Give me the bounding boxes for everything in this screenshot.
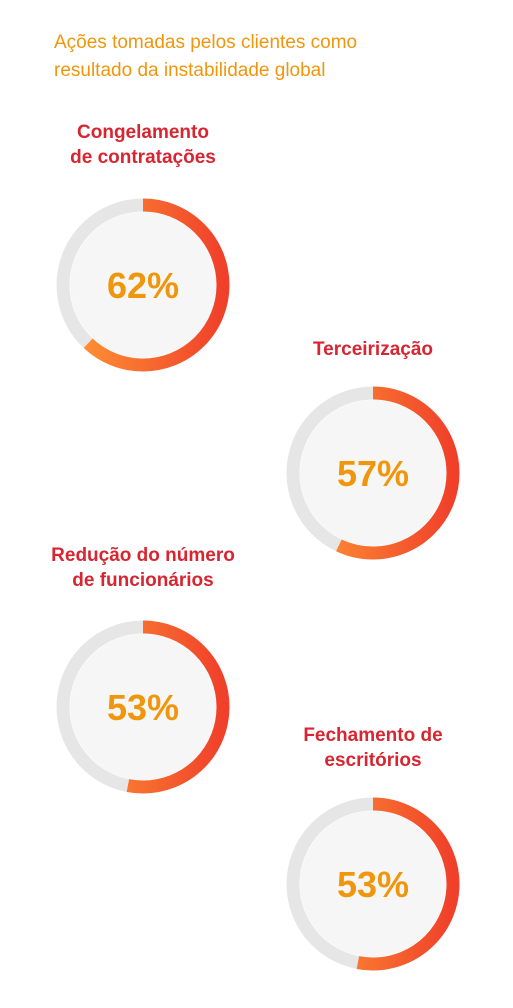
donut-inner	[300, 811, 446, 957]
donut-inner	[70, 634, 216, 780]
donut-value-label: 53%	[337, 864, 409, 905]
donut-item-office-closure: Fechamento de escritórios 53%	[263, 723, 483, 983]
donut-chart: 53%	[283, 794, 463, 974]
donut-label-line-1: Congelamento	[77, 122, 209, 143]
donut-value-arc	[56, 620, 230, 794]
chart-title: Ações tomadas pelos clientes como result…	[54, 29, 474, 85]
donut-label-line-2: de contratações	[70, 147, 216, 168]
donut-inner	[70, 212, 216, 358]
donut-svg: 53%	[56, 620, 230, 794]
donut-label: Fechamento de escritórios	[263, 723, 483, 773]
donut-svg: 53%	[286, 797, 460, 971]
donut-item-staff-reduction: Redução do número de funcionários 53%	[33, 543, 253, 803]
donut-chart: 57%	[283, 383, 463, 563]
donut-label: Terceirização	[263, 337, 483, 362]
donut-label: Redução do número de funcionários	[33, 543, 253, 593]
donut-value-arc	[286, 797, 460, 971]
donut-svg: 57%	[286, 386, 460, 560]
donut-label: Congelamento de contratações	[33, 120, 253, 170]
donut-label-line-2: escritórios	[324, 750, 422, 771]
chart-title-line-2: resultado da instabilidade global	[54, 60, 326, 81]
donut-svg: 62%	[56, 198, 230, 372]
donut-chart: 53%	[53, 617, 233, 797]
donut-label-line-2: de funcionários	[72, 570, 214, 591]
donut-chart: 62%	[53, 195, 233, 375]
donut-value-label: 57%	[337, 453, 409, 494]
donut-label-line-1: Fechamento de	[303, 725, 443, 746]
donut-item-hiring-freeze: Congelamento de contratações 62%	[33, 120, 253, 380]
donut-value-arc	[56, 198, 230, 372]
donut-item-outsourcing: Terceirização 57%	[263, 337, 483, 567]
donut-value-label: 53%	[107, 687, 179, 728]
donut-inner	[300, 400, 446, 546]
donut-label-line-1: Redução do número	[51, 545, 235, 566]
donut-value-arc	[286, 386, 460, 560]
donut-value-label: 62%	[107, 265, 179, 306]
donut-label-line-1: Terceirização	[312, 339, 434, 360]
chart-title-line-1: Ações tomadas pelos clientes como	[54, 32, 358, 53]
